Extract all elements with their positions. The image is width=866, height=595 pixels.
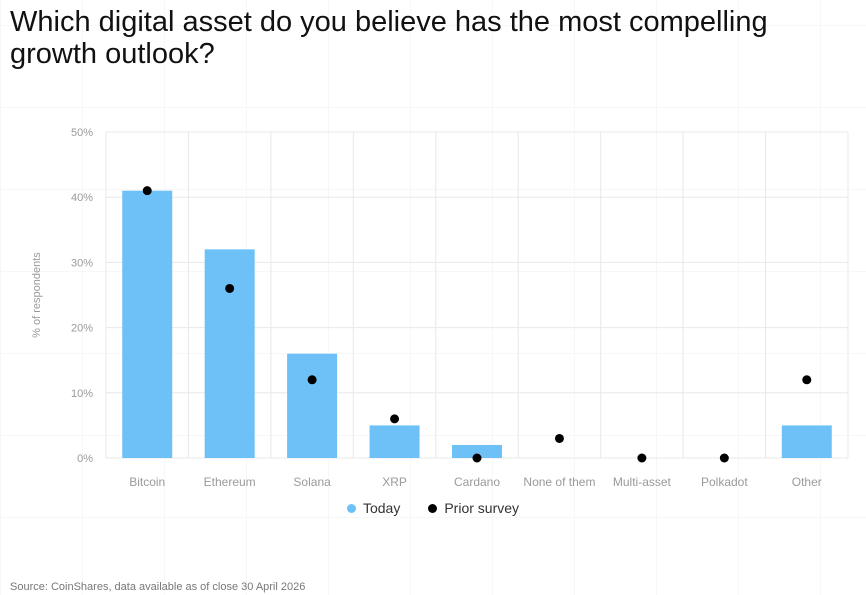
legend-label-prior-survey: Prior survey	[444, 500, 520, 516]
y-tick-label-30: 30%	[71, 257, 93, 269]
y-tick-label-50: 50%	[71, 127, 93, 139]
x-tick-label-bitcoin: Bitcoin	[129, 475, 165, 489]
bar-today-cardano	[452, 444, 502, 458]
legend-label-today: Today	[362, 500, 401, 516]
x-tick-label-solana: Solana	[293, 475, 331, 489]
y-tick-label-20: 20%	[71, 323, 93, 335]
x-tick-labels: Bitcoin Ethereum Solana XRP Cardano None of t…	[129, 475, 822, 489]
legend: Today Prior survey	[0, 500, 866, 516]
dot-prior-cardano	[472, 453, 482, 463]
y-tick-label-10: 10%	[71, 388, 93, 400]
legend-item-prior-survey: Prior survey	[428, 500, 519, 516]
y-tick-labels: 0% 10% 20% 30% 40% 50%	[71, 127, 93, 465]
prior-survey-dots	[142, 186, 812, 463]
legend-swatch-prior-survey	[428, 503, 438, 513]
legend-item-today: Today	[346, 500, 401, 516]
chart-title: Which digital asset do you believe has t…	[10, 6, 768, 70]
dot-prior-multi-asset	[637, 453, 647, 463]
bar-today-ethereum	[204, 249, 255, 458]
y-axis-label: % of respondents	[31, 252, 43, 338]
today-bars	[122, 190, 832, 458]
dot-prior-none-of-them	[554, 433, 564, 443]
source-note: Source: CoinShares, data available as of…	[10, 581, 306, 593]
y-tick-label-0: 0%	[77, 453, 93, 465]
dot-prior-bitcoin	[142, 186, 152, 196]
dot-prior-xrp	[390, 414, 400, 424]
y-tick-label-40: 40%	[71, 192, 93, 204]
bar-today-xrp	[369, 425, 420, 458]
x-tick-label-xrp: XRP	[382, 475, 407, 489]
x-tick-label-polkadot: Polkadot	[701, 475, 748, 489]
x-tick-label-none-of-them: None of them	[523, 475, 595, 489]
bar-today-bitcoin	[122, 190, 173, 458]
dot-prior-other	[802, 375, 812, 385]
x-tick-label-cardano: Cardano	[454, 475, 500, 489]
x-tick-label-other: Other	[792, 475, 822, 489]
dot-prior-polkadot	[719, 453, 729, 463]
x-tick-label-ethereum: Ethereum	[204, 475, 256, 489]
x-tick-label-multi-asset: Multi-asset	[613, 475, 672, 489]
bar-today-solana	[287, 353, 338, 458]
legend-swatch-today	[346, 503, 356, 513]
dot-prior-ethereum	[225, 283, 235, 293]
dot-prior-solana	[307, 375, 317, 385]
bar-today-other	[781, 425, 832, 458]
